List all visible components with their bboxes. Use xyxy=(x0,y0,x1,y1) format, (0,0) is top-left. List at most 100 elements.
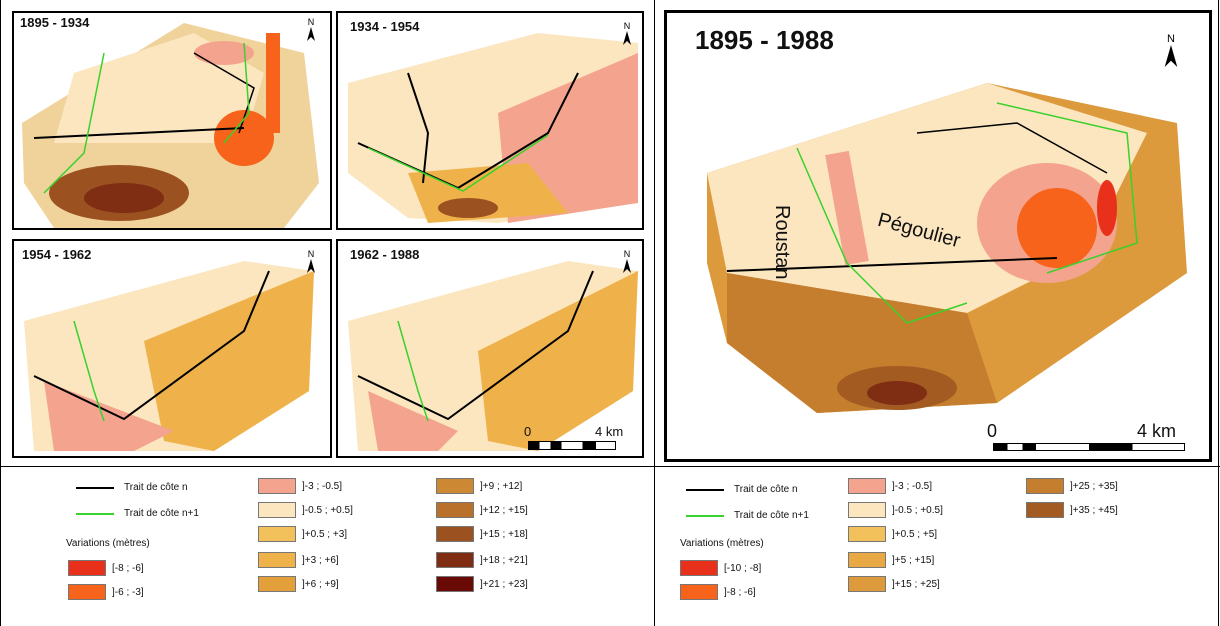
legend-class: ]-3 ; -0.5] xyxy=(848,478,932,494)
legend-label: Trait de côte n xyxy=(734,484,798,495)
legend-coast-n1: Trait de côte n+1 xyxy=(686,510,809,521)
legend-label: ]+18 ; +21] xyxy=(480,554,528,566)
legend-class: ]+5 ; +15] xyxy=(848,552,934,568)
scale-end-label: 4 km xyxy=(595,424,624,439)
legend-swatch xyxy=(680,560,718,576)
legend-class: ]-6 ; -3] xyxy=(68,584,144,600)
frame-divider xyxy=(0,466,654,467)
legend-label: ]+25 ; +35] xyxy=(1070,480,1118,492)
legend-variations-title: Variations (mètres) xyxy=(66,538,150,549)
legend-class: ]-8 ; -6] xyxy=(680,584,756,600)
legend-label: ]-8 ; -6] xyxy=(724,586,756,598)
legend-class: ]+9 ; +12] xyxy=(436,478,522,494)
legend-swatch xyxy=(848,478,886,494)
legend-class: ]-0.5 ; +0.5] xyxy=(258,502,353,518)
legend-swatch xyxy=(436,552,474,568)
legend-class: ]+12 ; +15] xyxy=(436,502,528,518)
scale-zero-label: 0 xyxy=(524,424,532,439)
legend-swatch xyxy=(436,576,474,592)
legend-coast-n: Trait de côte n xyxy=(76,482,188,493)
legend-swatch xyxy=(436,502,474,518)
map-1895-1934 xyxy=(22,23,319,228)
legend-class: ]+15 ; +25] xyxy=(848,576,940,592)
north-label: N xyxy=(307,249,315,259)
frame-divider xyxy=(0,0,1,626)
map-1962-1988 xyxy=(348,261,638,451)
north-arrow-icon: N xyxy=(622,249,632,273)
legend-swatch xyxy=(258,576,296,592)
north-label: N xyxy=(623,249,631,259)
north-arrow-icon: N xyxy=(1163,33,1179,67)
legend-swatch xyxy=(68,584,106,600)
legend-class: [-10 ; -8] xyxy=(680,560,761,576)
legend-label: ]+15 ; +25] xyxy=(892,578,940,590)
panel-title: 1895 - 1988 xyxy=(695,25,834,55)
legend-swatch xyxy=(680,584,718,600)
map-panel-1895-1934: 1895 - 1934 N xyxy=(12,11,332,230)
legend-label: ]-6 ; -3] xyxy=(112,586,144,598)
frame-divider xyxy=(654,0,655,626)
legend-class: ]+15 ; +18] xyxy=(436,526,528,542)
frame-divider xyxy=(654,466,1220,467)
legend-class: ]-0.5 ; +0.5] xyxy=(848,502,943,518)
legend-variations-title: Variations (mètres) xyxy=(680,538,764,549)
legend-swatch xyxy=(258,526,296,542)
legend-label: ]+3 ; +6] xyxy=(302,554,339,566)
legend-label: ]-0.5 ; +0.5] xyxy=(892,504,943,516)
legend-class: ]-3 ; -0.5] xyxy=(258,478,342,494)
legend-label: ]-3 ; -0.5] xyxy=(892,480,933,492)
legend-class: ]+25 ; +35] xyxy=(1026,478,1118,494)
map-panel-1954-1962: 1954 - 1962 N xyxy=(12,239,332,458)
place-label-roustan: Roustan xyxy=(771,205,793,280)
map-panel-1934-1954: 1934 - 1954 N xyxy=(336,11,644,230)
legend-swatch xyxy=(68,560,106,576)
legend-label: ]-0.5 ; +0.5] xyxy=(302,504,353,516)
legend-label: ]+15 ; +18] xyxy=(480,528,528,540)
map-panel-1895-1988: 1895 - 1988 N Roustan Pégoulier 0 4 km xyxy=(664,10,1212,462)
legend-swatch xyxy=(848,576,886,592)
legend-class: ]+21 ; +23] xyxy=(436,576,528,592)
legend-class: ]+6 ; +9] xyxy=(258,576,339,592)
legend-swatch xyxy=(848,502,886,518)
legend-label: Trait de côte n xyxy=(124,482,188,493)
map-panel-1962-1988: 1962 - 1988 N 0 4 km xyxy=(336,239,644,458)
panel-title: 1895 - 1934 xyxy=(20,15,90,30)
panel-title: 1934 - 1954 xyxy=(350,19,420,34)
frame-divider xyxy=(1218,0,1219,626)
legend-class: ]+3 ; +6] xyxy=(258,552,339,568)
legend-label: [-10 ; -8] xyxy=(724,562,762,574)
legend-coast-n1: Trait de côte n+1 xyxy=(76,508,199,519)
north-label: N xyxy=(623,21,631,31)
legend-class: ]+35 ; +45] xyxy=(1026,502,1118,518)
legend-label: ]+9 ; +12] xyxy=(480,480,523,492)
map-1954-1962 xyxy=(24,261,314,451)
scale-bar xyxy=(993,443,1185,451)
scale-end-label: 4 km xyxy=(1137,421,1177,441)
legend-swatch xyxy=(258,502,296,518)
north-arrow-icon: N xyxy=(306,249,316,273)
north-arrow-icon: N xyxy=(622,21,632,45)
legend-label: ]+35 ; +45] xyxy=(1070,504,1118,516)
north-label: N xyxy=(1167,33,1175,45)
legend-label: Trait de côte n+1 xyxy=(124,508,199,519)
north-arrow-icon: N xyxy=(306,17,316,41)
scale-bar xyxy=(528,441,616,450)
legend-label: [-8 ; -6] xyxy=(112,562,144,574)
legend-label: ]+0.5 ; +3] xyxy=(302,528,348,540)
legend-label: ]+21 ; +23] xyxy=(480,578,528,590)
legend-label: Trait de côte n+1 xyxy=(734,510,809,521)
north-label: N xyxy=(307,17,315,27)
legend-swatch xyxy=(1026,478,1064,494)
legend-swatch xyxy=(436,478,474,494)
legend-class: ]+18 ; +21] xyxy=(436,552,528,568)
map-1934-1954 xyxy=(348,33,638,223)
panel-title: 1962 - 1988 xyxy=(350,247,420,262)
legend-swatch xyxy=(848,552,886,568)
legend-swatch xyxy=(848,526,886,542)
legend-label: ]+6 ; +9] xyxy=(302,578,339,590)
legend-class: [-8 ; -6] xyxy=(68,560,144,576)
legend-class: ]+0.5 ; +5] xyxy=(848,526,937,542)
legend-label: ]+5 ; +15] xyxy=(892,554,935,566)
legend-coast-n: Trait de côte n xyxy=(686,484,798,495)
scale-zero-label: 0 xyxy=(987,421,998,441)
